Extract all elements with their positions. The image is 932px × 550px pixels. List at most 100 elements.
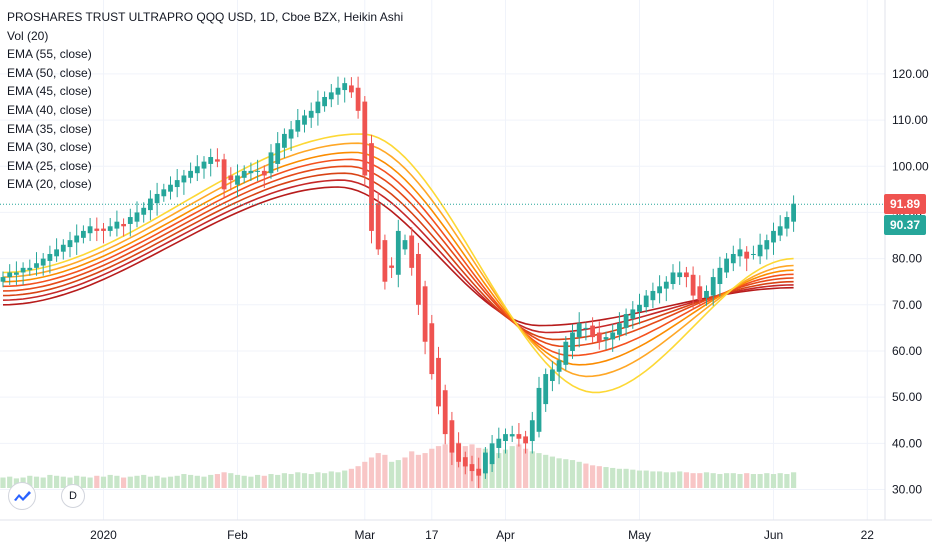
volume-bar xyxy=(563,459,569,488)
candle-body xyxy=(730,253,736,264)
candle-body xyxy=(389,265,394,268)
candle-body xyxy=(416,253,421,305)
volume-bar xyxy=(301,473,308,488)
volume-bar xyxy=(268,474,274,488)
candle-body xyxy=(34,263,39,268)
candle-body xyxy=(690,274,696,296)
candle-body xyxy=(476,468,482,476)
candle-body xyxy=(201,161,207,169)
price-tick-label: 70.00 xyxy=(892,298,922,312)
candle-body xyxy=(623,314,629,328)
candle-body xyxy=(141,207,147,215)
price-tick-label: 110.00 xyxy=(892,113,928,127)
candle-body xyxy=(516,434,522,439)
legend-volume[interactable]: Vol (20) xyxy=(7,28,49,43)
volume-bar xyxy=(94,475,100,488)
ema-line xyxy=(2,179,794,334)
candle-body xyxy=(261,170,267,176)
volume-bar xyxy=(569,460,576,488)
time-tick-label: Mar xyxy=(354,528,375,542)
volume-bar xyxy=(657,471,663,488)
candle-body xyxy=(791,203,796,222)
volume-bar xyxy=(234,474,241,488)
ema-line xyxy=(2,151,794,366)
candle-body xyxy=(60,244,66,252)
legend-ema-45[interactable]: EMA (45, close) xyxy=(7,84,92,99)
volume-bar xyxy=(67,477,73,488)
price-tick-label: 60.00 xyxy=(892,344,922,358)
candle-body xyxy=(630,309,636,319)
volume-bar xyxy=(516,444,522,488)
legend-ema-35[interactable]: EMA (35, close) xyxy=(7,121,92,136)
volume-bar xyxy=(576,461,582,488)
volume-bar xyxy=(322,473,328,488)
time-tick-label: 17 xyxy=(425,528,439,542)
candle-body xyxy=(777,226,783,236)
legend-ema-30[interactable]: EMA (30, close) xyxy=(7,140,92,155)
volume-bar xyxy=(255,474,261,488)
volume-bar xyxy=(409,451,415,488)
volume-bar xyxy=(80,476,86,488)
legend-ema-55[interactable]: EMA (55, close) xyxy=(7,47,92,62)
volume-bar xyxy=(27,475,33,488)
volume-bar xyxy=(596,466,602,488)
candle-body xyxy=(556,360,562,372)
volume-bar xyxy=(395,460,401,488)
candle-body xyxy=(107,226,113,231)
price-tick-label: 30.00 xyxy=(892,483,922,497)
volume-bar xyxy=(342,470,348,488)
candle-body xyxy=(308,110,314,118)
legend-ema-20[interactable]: EMA (20, close) xyxy=(7,177,92,192)
volume-bar xyxy=(690,473,696,488)
candle-body xyxy=(496,438,502,448)
symbol-title[interactable]: PROSHARES TRUST ULTRAPRO QQQ USD, 1D, Cb… xyxy=(7,10,404,24)
interval-badge[interactable]: D xyxy=(61,484,85,508)
candle-body xyxy=(288,129,294,139)
volume-bar xyxy=(549,456,555,488)
volume-bar xyxy=(348,468,354,488)
candle-body xyxy=(603,337,609,340)
candle-body xyxy=(248,170,254,174)
volume-bar xyxy=(415,454,421,488)
candle-body xyxy=(375,203,381,250)
candle-body xyxy=(194,166,200,174)
volume-bar xyxy=(764,473,770,488)
tradingview-logo[interactable] xyxy=(8,482,36,510)
volume-bar xyxy=(509,446,515,488)
time-tick-label: May xyxy=(628,528,651,542)
volume-bar xyxy=(335,472,341,488)
volume-bar xyxy=(174,475,180,488)
chart-legend: PROSHARES TRUST ULTRAPRO QQQ USD, 1D, Cb… xyxy=(7,8,403,194)
volume-bar xyxy=(496,453,502,488)
legend-ema-50[interactable]: EMA (50, close) xyxy=(7,65,92,80)
volume-bar xyxy=(502,449,509,488)
candle-body xyxy=(7,272,13,278)
legend-ema-40[interactable]: EMA (40, close) xyxy=(7,102,92,117)
ema-line xyxy=(2,142,794,378)
legend-ema-25[interactable]: EMA (25, close) xyxy=(7,158,92,173)
time-tick-label: 2020 xyxy=(90,528,117,542)
candle-body xyxy=(663,281,669,289)
candle-body xyxy=(382,240,388,282)
volume-bar xyxy=(134,475,140,488)
candle-body xyxy=(677,272,683,278)
volume-bar xyxy=(315,472,321,488)
candle-body xyxy=(241,170,247,178)
price-axis[interactable]: 30.0040.0050.0060.0070.0080.0090.00100.0… xyxy=(892,67,929,497)
volume-bar xyxy=(241,475,247,488)
volume-bar xyxy=(114,475,120,488)
ema-line xyxy=(2,165,794,348)
volume-bar xyxy=(181,474,187,488)
time-axis[interactable]: 2020 Feb Mar 17 Apr May Jun 22 xyxy=(90,528,874,542)
candle-body xyxy=(168,184,173,192)
volume-bar xyxy=(248,476,254,488)
volume-bar xyxy=(523,448,529,488)
candle-body xyxy=(328,92,334,100)
volume-bar xyxy=(677,471,683,488)
volume-bar xyxy=(717,474,723,488)
candle-body xyxy=(322,96,327,107)
volume-bar xyxy=(382,454,388,488)
candle-body xyxy=(369,143,374,231)
volume-bar xyxy=(610,467,616,488)
